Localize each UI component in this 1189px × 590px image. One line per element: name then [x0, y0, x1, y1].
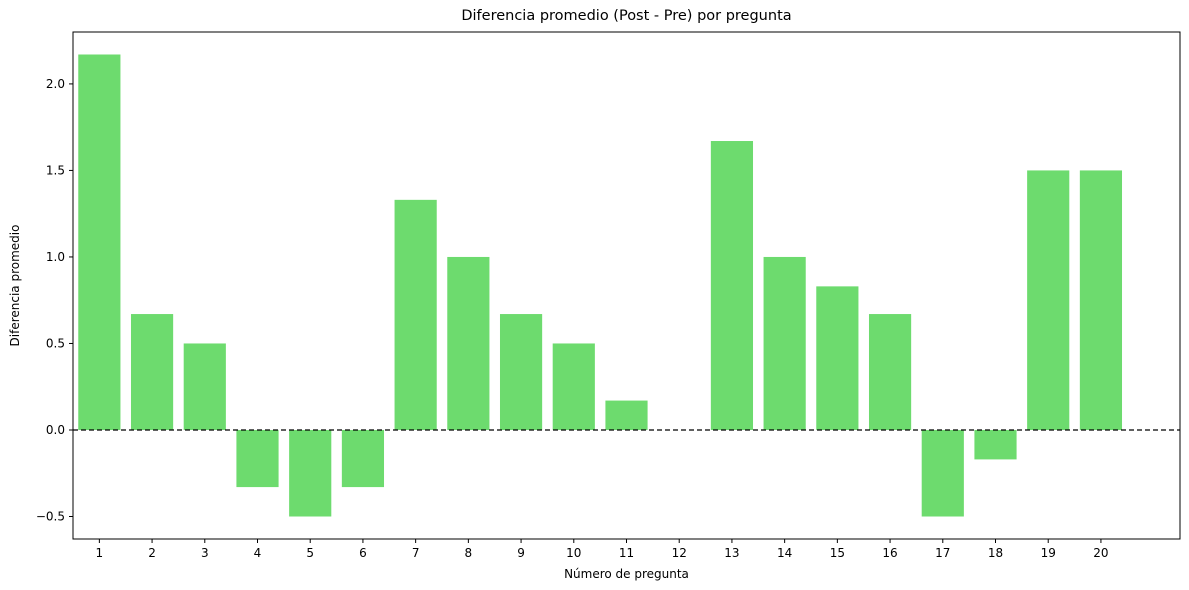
x-tick-label: 7	[412, 546, 420, 560]
y-tick-label: 2.0	[46, 77, 65, 91]
x-tick-label: 2	[148, 546, 156, 560]
x-tick-label: 9	[517, 546, 525, 560]
x-axis-ticks: 1 2 3 4 5 6 7 8 9 10 11 12 13 14 15 16 17 18 19 20	[96, 539, 1109, 560]
x-tick-label: 11	[619, 546, 634, 560]
bar-11	[605, 400, 648, 430]
bar-5	[289, 429, 332, 517]
y-tick-label: 0.0	[46, 423, 65, 437]
bar-17	[921, 429, 964, 517]
bar-16	[868, 314, 912, 430]
bar-13	[710, 141, 754, 430]
bar-18	[974, 429, 1017, 460]
bar-8	[447, 256, 490, 430]
x-tick-label: 1	[96, 546, 104, 560]
bar-4	[236, 429, 279, 488]
x-tick-label: 15	[830, 546, 845, 560]
x-tick-label: 17	[935, 546, 950, 560]
x-tick-label: 8	[465, 546, 473, 560]
x-tick-label: 12	[672, 546, 687, 560]
x-tick-label: 20	[1093, 546, 1108, 560]
bars-group	[78, 54, 1123, 517]
bar-1	[78, 54, 121, 430]
x-tick-label: 6	[359, 546, 367, 560]
bar-2	[130, 314, 174, 430]
y-axis-ticks: −0.5 0.0 0.5 1.0 1.5 2.0	[36, 77, 73, 524]
x-tick-label: 13	[724, 546, 739, 560]
x-tick-label: 5	[306, 546, 314, 560]
bar-3	[183, 343, 226, 430]
x-tick-label: 3	[201, 546, 209, 560]
bar-15	[816, 286, 859, 430]
x-tick-label: 16	[882, 546, 897, 560]
y-axis-label: Diferencia promedio	[8, 225, 22, 347]
bar-6	[341, 429, 385, 488]
bar-20	[1079, 170, 1123, 430]
x-tick-label: 19	[1041, 546, 1056, 560]
x-tick-label: 14	[777, 546, 792, 560]
y-tick-label: −0.5	[36, 510, 65, 524]
bar-7	[394, 199, 437, 430]
x-tick-label: 4	[254, 546, 262, 560]
y-tick-label: 1.5	[46, 163, 65, 177]
bar-14	[763, 256, 806, 430]
x-tick-label: 10	[566, 546, 581, 560]
y-tick-label: 0.5	[46, 336, 65, 350]
bar-19	[1027, 170, 1070, 430]
y-tick-label: 1.0	[46, 250, 65, 264]
bar-10	[552, 343, 595, 430]
bar-9	[499, 314, 543, 430]
x-axis-label: Número de pregunta	[564, 567, 689, 581]
chart-title: Diferencia promedio (Post - Pre) por pre…	[461, 8, 791, 24]
x-tick-label: 18	[988, 546, 1003, 560]
